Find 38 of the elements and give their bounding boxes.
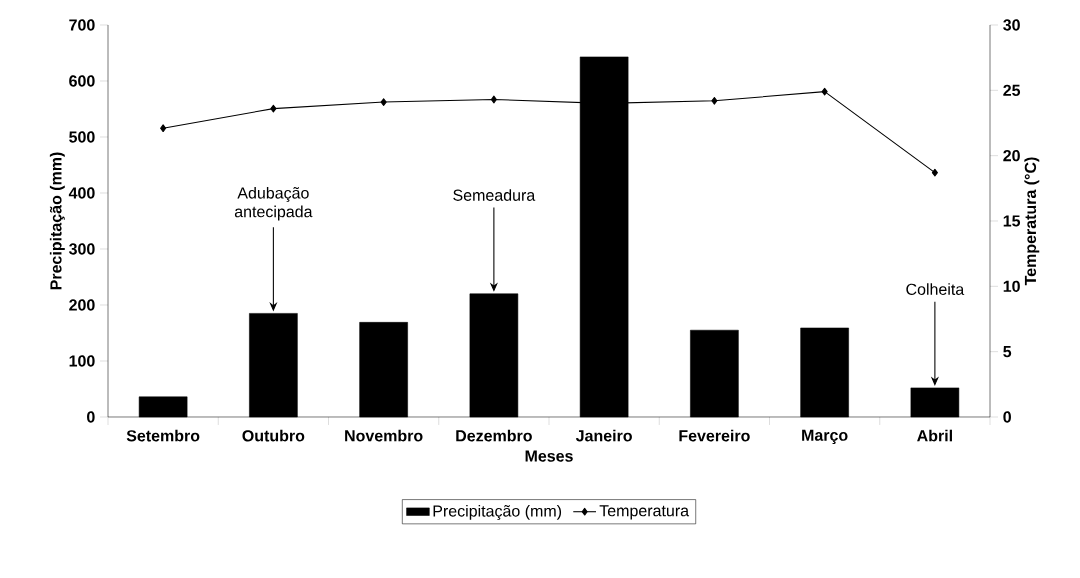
point (931, 168, 938, 177)
x-tick-label: Setembro (126, 429, 200, 442)
y2-tick-label: 0 (1003, 411, 1011, 423)
y-tick-label: 400 (68, 187, 95, 199)
x-tick-label: Fevereiro (679, 429, 750, 442)
legend-label: Temperatura (599, 505, 690, 520)
point (160, 124, 167, 133)
point (711, 96, 718, 105)
y2-tick-label: 20 (1003, 150, 1020, 162)
x-tick-label: Outubro (242, 429, 305, 442)
legend-label: Precipitação (mm) (433, 504, 562, 520)
y-tick-label: 700 (69, 19, 95, 31)
point (380, 98, 387, 106)
x-axis-title: Meses (525, 450, 573, 462)
x-tick-label: Janeiro (575, 429, 632, 442)
y-tick-label: 100 (69, 355, 95, 367)
y2-tick-label: 15 (1003, 215, 1021, 227)
y2-tick-label: 10 (1003, 280, 1020, 292)
x-tick-label: Abril (917, 429, 952, 442)
point (270, 104, 277, 113)
point (490, 95, 497, 104)
y2-tick-label: 30 (1003, 19, 1020, 31)
annotation: Colheita (906, 283, 965, 295)
y2-axis-title: Temperatura (°C) (1024, 157, 1040, 286)
y-axis-title: Precipitação (mm) (49, 152, 65, 290)
annotation: Semeadura (453, 189, 536, 201)
y-tick-label: 300 (68, 243, 95, 255)
x-tick-label: Novembro (345, 429, 423, 442)
x-tick-label: Dezembro (456, 429, 532, 442)
y2-tick-label: 5 (1003, 346, 1012, 358)
annotation: Adubação antecipada (234, 186, 313, 221)
y-tick-label: 600 (69, 75, 95, 87)
y2-tick-label: 25 (1003, 84, 1021, 96)
y-tick-label: 0 (87, 411, 95, 423)
x-tick-label: Março (802, 429, 848, 445)
y-tick-label: 200 (69, 299, 95, 311)
point (821, 87, 828, 96)
y-tick-label: 500 (69, 131, 95, 143)
